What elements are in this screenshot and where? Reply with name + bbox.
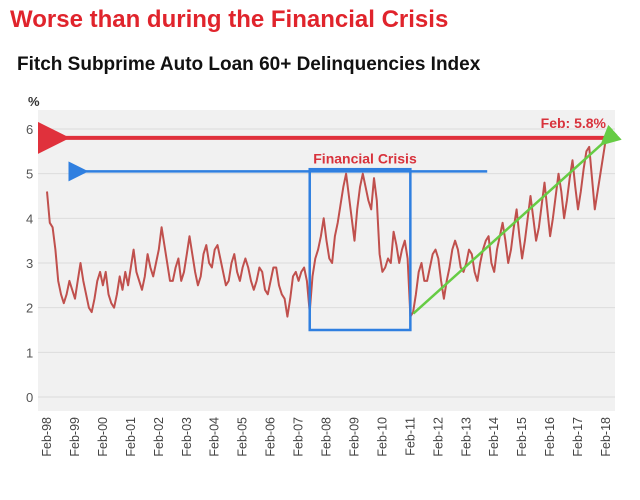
x-tick-label: Feb-98: [40, 417, 54, 457]
crisis-box: [308, 167, 412, 332]
y-tick-label: 2: [26, 301, 33, 316]
x-tick-label: Feb-14: [487, 417, 501, 457]
x-tick-label: Feb-11: [403, 417, 417, 456]
x-tick-label: Feb-07: [292, 417, 306, 457]
x-tick-label: Feb-08: [320, 417, 334, 457]
trend-arrow: [412, 124, 622, 315]
x-tick-label: Feb-04: [208, 417, 222, 457]
headline: Worse than during the Financial Crisis: [10, 6, 449, 33]
series-line: [46, 137, 607, 318]
x-tick-label: Feb-00: [96, 417, 110, 457]
chart-title: Fitch Subprime Auto Loan 60+ Delinquenci…: [17, 54, 481, 75]
y-tick-label: 1: [26, 345, 33, 360]
x-tick-label: Feb-09: [347, 417, 361, 457]
x-tick-label: Feb-13: [459, 417, 473, 457]
x-tick-label: Feb-16: [543, 417, 557, 457]
y-tick-label: 0: [26, 390, 33, 405]
y-tick-label: 4: [26, 211, 33, 226]
x-tick-label: Feb-99: [68, 417, 82, 457]
y-axis-unit: %: [28, 94, 40, 109]
x-tick-label: Feb-10: [375, 417, 389, 457]
x-tick-label: Feb-06: [264, 417, 278, 457]
x-tick-label: Feb-02: [152, 417, 166, 457]
x-tick-label: Feb-01: [124, 417, 138, 457]
y-tick-label: 6: [26, 122, 33, 137]
x-tick-label: Feb-18: [599, 417, 613, 457]
x-tick-label: Feb-15: [515, 417, 529, 457]
peak-label: Feb: 5.8%: [541, 115, 607, 131]
x-tick-label: Feb-12: [431, 417, 445, 457]
x-tick-label: Feb-03: [180, 417, 194, 457]
crisis-label: Financial Crisis: [313, 150, 417, 166]
x-tick-label: Feb-05: [236, 417, 250, 457]
x-tick-label: Feb-17: [571, 417, 585, 457]
y-tick-label: 3: [26, 256, 33, 271]
y-tick-label: 5: [26, 167, 33, 182]
